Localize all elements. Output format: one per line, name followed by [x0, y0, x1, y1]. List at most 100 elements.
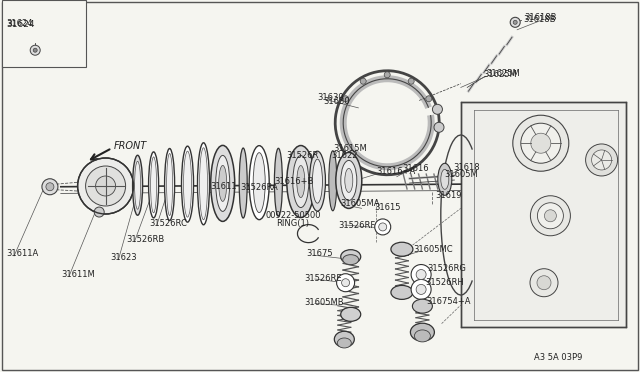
Circle shape	[374, 219, 390, 235]
Text: 31623: 31623	[110, 253, 137, 262]
Circle shape	[416, 285, 426, 294]
Text: FRONT: FRONT	[113, 141, 147, 151]
Circle shape	[426, 96, 432, 102]
Circle shape	[586, 144, 618, 176]
Circle shape	[510, 17, 520, 27]
Ellipse shape	[336, 153, 362, 208]
Text: 31526RB: 31526RB	[126, 235, 164, 244]
Circle shape	[591, 150, 612, 170]
Ellipse shape	[216, 155, 230, 211]
Text: 31675: 31675	[306, 249, 333, 258]
Circle shape	[30, 45, 40, 55]
Ellipse shape	[343, 255, 359, 264]
Text: 31615M: 31615M	[333, 144, 367, 153]
Circle shape	[342, 279, 349, 287]
Ellipse shape	[345, 169, 353, 192]
Ellipse shape	[391, 242, 413, 256]
Ellipse shape	[441, 169, 449, 189]
Circle shape	[86, 166, 125, 206]
Circle shape	[416, 270, 426, 279]
Ellipse shape	[249, 146, 269, 219]
Ellipse shape	[211, 145, 235, 221]
Ellipse shape	[412, 299, 433, 313]
Circle shape	[42, 179, 58, 195]
Circle shape	[513, 20, 517, 24]
Circle shape	[337, 274, 355, 292]
Circle shape	[521, 123, 561, 163]
Text: 31526RG: 31526RG	[428, 264, 467, 273]
Polygon shape	[461, 102, 626, 327]
Text: 31526RF: 31526RF	[338, 221, 375, 230]
Circle shape	[411, 279, 431, 299]
Ellipse shape	[292, 155, 308, 208]
Ellipse shape	[312, 159, 323, 203]
Ellipse shape	[438, 163, 452, 195]
Circle shape	[95, 176, 116, 196]
Circle shape	[434, 122, 444, 132]
Circle shape	[545, 210, 556, 222]
Text: 31526RE: 31526RE	[304, 274, 342, 283]
Circle shape	[433, 104, 442, 114]
Circle shape	[531, 196, 570, 236]
Text: 31624: 31624	[6, 19, 33, 28]
Text: 31616+A: 31616+A	[376, 167, 415, 176]
Circle shape	[46, 183, 54, 191]
Text: 31625M: 31625M	[483, 70, 517, 79]
Text: RING(1): RING(1)	[276, 219, 310, 228]
Ellipse shape	[184, 151, 191, 217]
Text: 31622: 31622	[332, 151, 358, 160]
Circle shape	[77, 158, 134, 214]
Ellipse shape	[340, 250, 361, 264]
Text: 31526R: 31526R	[287, 151, 319, 160]
Text: 31526RH: 31526RH	[426, 278, 465, 287]
Circle shape	[33, 48, 37, 52]
Bar	[2, 0, 86, 67]
Circle shape	[94, 207, 104, 217]
Text: 31605MA: 31605MA	[340, 199, 380, 208]
Circle shape	[537, 276, 551, 290]
Ellipse shape	[415, 330, 431, 342]
Circle shape	[408, 78, 414, 84]
Circle shape	[513, 115, 569, 171]
Text: 31618B: 31618B	[524, 13, 557, 22]
Text: 316754+A: 316754+A	[426, 297, 471, 306]
Ellipse shape	[150, 157, 157, 213]
Text: 31618B: 31618B	[524, 15, 556, 24]
Ellipse shape	[334, 331, 355, 347]
Text: 31605MB: 31605MB	[304, 298, 344, 307]
Text: 31630: 31630	[317, 93, 344, 102]
Ellipse shape	[329, 151, 337, 211]
Circle shape	[531, 133, 551, 153]
Text: 31526RC: 31526RC	[149, 219, 187, 228]
Text: 31625M: 31625M	[486, 69, 520, 78]
Ellipse shape	[410, 323, 435, 341]
Circle shape	[538, 203, 563, 229]
Text: 31616: 31616	[402, 164, 429, 173]
Text: 31611M: 31611M	[61, 270, 95, 279]
Ellipse shape	[134, 161, 141, 209]
Text: 31526RA: 31526RA	[240, 183, 278, 192]
Ellipse shape	[297, 166, 305, 198]
Ellipse shape	[164, 148, 175, 221]
Text: 31619: 31619	[435, 191, 461, 200]
Text: 00922-50500: 00922-50500	[266, 211, 321, 220]
Text: 31611: 31611	[210, 182, 236, 190]
Ellipse shape	[287, 145, 315, 218]
Ellipse shape	[340, 160, 357, 201]
Text: 31624: 31624	[6, 20, 35, 29]
Ellipse shape	[182, 146, 193, 222]
Ellipse shape	[198, 143, 209, 225]
Ellipse shape	[253, 153, 265, 213]
Text: 31605M: 31605M	[444, 170, 478, 179]
Ellipse shape	[166, 154, 173, 215]
Ellipse shape	[219, 166, 227, 201]
Ellipse shape	[391, 285, 413, 299]
Text: 31616+B: 31616+B	[274, 177, 314, 186]
Text: 31630: 31630	[323, 97, 350, 106]
Ellipse shape	[200, 148, 207, 220]
Ellipse shape	[148, 152, 159, 218]
Ellipse shape	[337, 338, 351, 348]
Circle shape	[342, 96, 349, 102]
Circle shape	[360, 78, 366, 84]
Text: 31615: 31615	[374, 203, 401, 212]
